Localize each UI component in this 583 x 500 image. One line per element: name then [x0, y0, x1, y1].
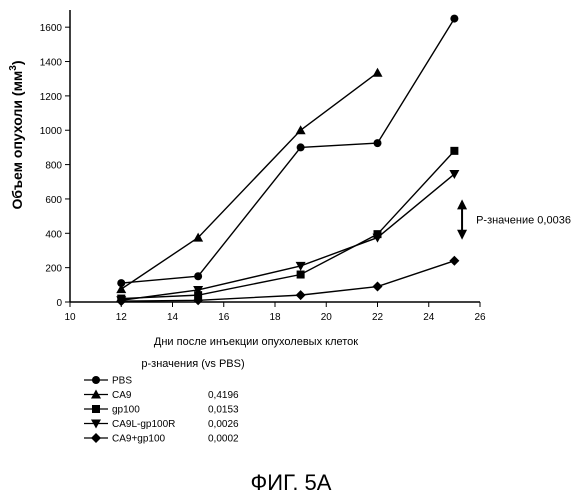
legend-label: gp100 [112, 405, 140, 416]
legend-label: CA9 [112, 390, 132, 401]
data-point [374, 139, 382, 147]
legend-label: CA9+gp100 [112, 434, 166, 445]
annotation: Р-значение 0,0036 [457, 199, 571, 239]
series-ca9 [116, 68, 382, 293]
legend-marker [92, 376, 100, 384]
axes [70, 10, 480, 302]
y-tick-label: 0 [56, 298, 62, 309]
data-point [450, 147, 458, 155]
x-tick-label: 16 [218, 312, 230, 323]
data-point [449, 256, 459, 266]
legend-label: CA9L-gp100R [112, 419, 175, 430]
legend-header: р-значения (vs PBS) [141, 358, 244, 370]
legend-item: CA9L-gp100R 0,0026 [84, 419, 239, 430]
y-tick-label: 1000 [40, 126, 63, 137]
x-tick-label: 24 [423, 312, 435, 323]
series-line [121, 73, 377, 289]
data-point [296, 125, 306, 134]
data-point [116, 284, 126, 293]
ticks: 10 12 14 16 18 20 22 24 26 0 200 400 600 800 1000 1200 1… [40, 23, 486, 323]
legend-marker [91, 433, 101, 443]
legend-item: PBS [84, 376, 132, 387]
series-line [121, 19, 454, 284]
y-tick-label: 1400 [40, 58, 63, 69]
data-point [194, 272, 202, 280]
legend-pvalue: 0,0026 [208, 419, 239, 430]
series-line [121, 174, 454, 300]
series-ca9-gp100 [116, 256, 459, 306]
legend-pvalue: 0,0153 [208, 405, 239, 416]
series-line [121, 261, 454, 301]
legend-label: PBS [112, 376, 132, 387]
series-pbs [117, 15, 458, 288]
legend: PBS CA9 0,4196 gp100 0,0153 CA9L-gp100R 0,0026… [84, 376, 239, 445]
x-axis-title: Дни после инъекции опухолевых клеток [154, 336, 358, 348]
data-point [373, 68, 383, 77]
y-tick-label: 600 [45, 195, 62, 206]
x-tick-label: 26 [474, 312, 486, 323]
legend-item: CA9 0,4196 [84, 390, 239, 402]
annotation-arrow-head-up [457, 199, 467, 209]
series-layer [116, 15, 459, 307]
y-axis-title: Объем опухоли (мм3) [8, 60, 25, 209]
legend-marker [92, 405, 100, 413]
data-point [450, 15, 458, 23]
annotation-label: Р-значение 0,0036 [476, 215, 571, 227]
annotation-arrow-head-down [457, 230, 467, 240]
x-tick-label: 10 [64, 312, 76, 323]
x-tick-label: 22 [372, 312, 384, 323]
x-tick-label: 14 [167, 312, 179, 323]
data-point [373, 282, 383, 292]
legend-pvalue: 0,4196 [208, 390, 239, 401]
data-point [296, 290, 306, 300]
figure-caption: ФИГ. 5А [251, 470, 332, 495]
data-point [297, 271, 305, 279]
y-tick-label: 400 [45, 229, 62, 240]
legend-item: gp100 0,0153 [84, 405, 239, 416]
legend-item: CA9+gp100 0,0002 [84, 433, 239, 445]
series-line [121, 151, 454, 299]
legend-pvalue: 0,0002 [208, 434, 239, 445]
series-ca9l-gp100r [116, 170, 459, 305]
y-tick-label: 800 [45, 161, 62, 172]
x-tick-label: 12 [116, 312, 128, 323]
y-tick-label: 200 [45, 264, 62, 275]
x-tick-label: 20 [321, 312, 333, 323]
data-point [297, 143, 305, 151]
y-tick-label: 1200 [40, 92, 63, 103]
y-tick-label: 1600 [40, 23, 63, 34]
x-tick-label: 18 [269, 312, 281, 323]
